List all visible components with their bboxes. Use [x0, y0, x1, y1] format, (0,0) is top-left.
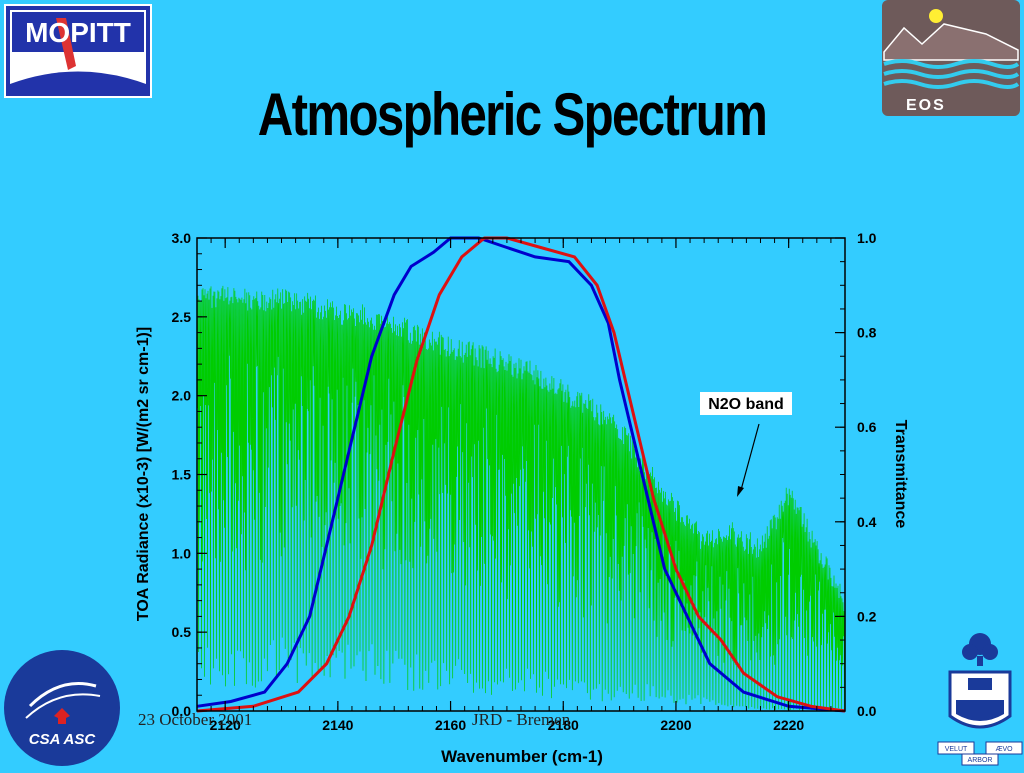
csa-logo-text: CSA ASC	[29, 731, 97, 748]
mopitt-logo-text: MOPITT	[25, 17, 131, 48]
annotation-label: N2O band	[708, 396, 784, 413]
y-left-tick-label: 1.0	[172, 545, 192, 561]
y-right-tick-label: 0.8	[857, 325, 877, 341]
csa-logo: CSA ASC	[0, 646, 124, 768]
y-right-tick-label: 0.4	[857, 514, 877, 530]
x-tick-label: 2200	[660, 717, 691, 733]
transmittance-curve-2	[196, 236, 846, 713]
x-tick-label: 2220	[773, 717, 804, 733]
university-crest: VELUT ÆVO ARBOR	[936, 628, 1024, 768]
eos-logo-text: EOS	[906, 97, 946, 114]
y-left-tick-label: 2.0	[172, 388, 192, 404]
footer-date: 23 October 2001	[138, 710, 253, 729]
y-right-tick-label: 0.2	[857, 608, 877, 624]
y-left-tick-label: 3.0	[172, 230, 192, 246]
x-tick-label: 2180	[548, 717, 579, 733]
annotation-arrow-line	[740, 423, 760, 491]
y-right-tick-label: 0.0	[857, 703, 877, 719]
axis-ticks: 2120 2140 2160 2180 2200 2220 0.0 0.5 1.0 1.5 2.0 2…	[172, 230, 877, 733]
y-left-tick-label: 0.0	[172, 703, 192, 719]
crest-motto-left: VELUT	[945, 746, 968, 753]
x-tick-label: 2140	[322, 717, 353, 733]
eos-logo: EOS	[882, 0, 1020, 116]
spectrum-layer	[196, 285, 846, 711]
y-right-tick-label: 1.0	[857, 230, 877, 246]
x-tick-label: 2160	[435, 717, 466, 733]
y-axis-left-label: TOA Radiance (x10-3) [W/(m2 sr cm-1)]	[135, 327, 152, 621]
y-left-tick-label: 2.5	[172, 309, 192, 325]
annotation-arrow-head	[737, 486, 744, 497]
spectrum-line	[196, 285, 846, 711]
crest-motto-bottom: ARBOR	[968, 757, 993, 764]
mopitt-logo: MOPITT	[4, 4, 152, 98]
x-tick-label: 2120	[210, 717, 241, 733]
y-left-tick-label: 0.5	[172, 624, 192, 640]
y-right-tick-label: 0.6	[857, 419, 877, 435]
x-axis-label: Wavenumber (cm-1)	[441, 747, 603, 766]
annotation-group: N2O band	[700, 392, 792, 497]
footer-author: JRD - Bremen	[472, 710, 571, 729]
slide-title: Atmospheric Spectrum	[257, 81, 768, 148]
y-left-tick-label: 1.5	[172, 467, 192, 483]
annotation-box	[700, 392, 792, 415]
crest-motto-right: ÆVO	[995, 746, 1013, 753]
y-axis-right-label: Transmittance	[892, 420, 909, 529]
